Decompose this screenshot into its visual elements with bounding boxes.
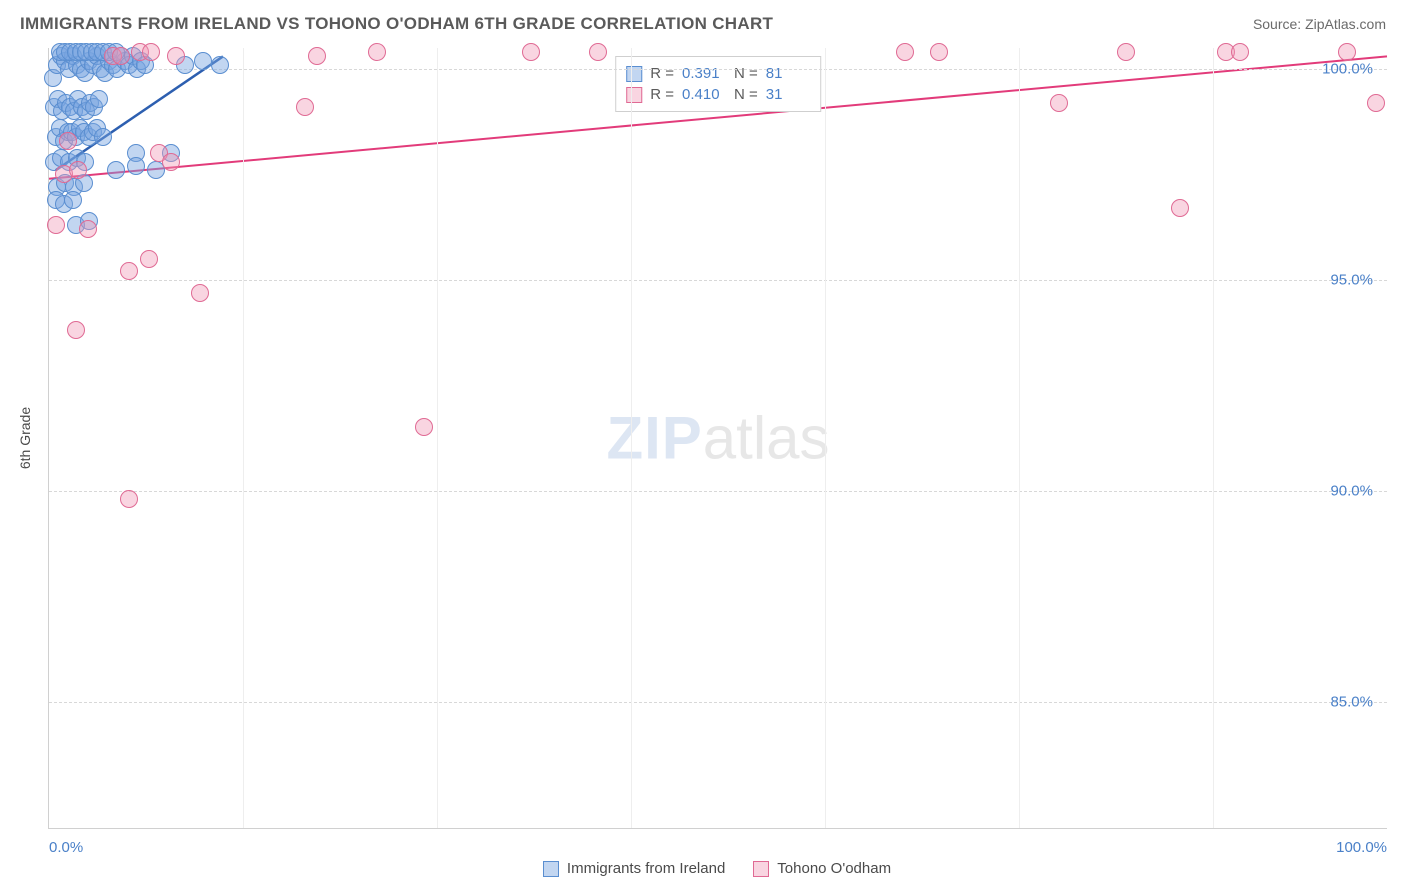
scatter-point-tohono — [296, 98, 314, 116]
legend-swatch — [543, 861, 559, 877]
scatter-point-tohono — [47, 216, 65, 234]
scatter-point-tohono — [162, 153, 180, 171]
scatter-point-ireland — [127, 157, 145, 175]
scatter-point-tohono — [930, 43, 948, 61]
stats-row: R = 0.391 N = 81 — [626, 63, 810, 84]
scatter-point-tohono — [1050, 94, 1068, 112]
stats-r-label: R = — [650, 86, 674, 103]
scatter-point-tohono — [1367, 94, 1385, 112]
scatter-point-tohono — [79, 220, 97, 238]
stats-r-label: R = — [650, 65, 674, 82]
legend-label: Immigrants from Ireland — [567, 860, 725, 877]
vgrid-line — [1019, 48, 1020, 828]
legend-label: Tohono O'odham — [777, 860, 891, 877]
scatter-point-tohono — [522, 43, 540, 61]
vgrid-line — [437, 48, 438, 828]
y-tick-label: 95.0% — [1330, 271, 1373, 288]
scatter-point-tohono — [167, 47, 185, 65]
scatter-point-ireland — [194, 52, 212, 70]
stats-box: R = 0.391 N = 81 R = 0.410 N = 31 — [615, 56, 821, 112]
source-name: ZipAtlas.com — [1305, 16, 1386, 32]
scatter-point-tohono — [69, 161, 87, 179]
scatter-point-ireland — [64, 191, 82, 209]
scatter-point-tohono — [415, 418, 433, 436]
scatter-point-tohono — [1171, 199, 1189, 217]
stats-n-value: 81 — [766, 65, 810, 82]
legend-item: Tohono O'odham — [753, 860, 891, 877]
stats-swatch — [626, 66, 642, 82]
y-tick-label: 90.0% — [1330, 482, 1373, 499]
chart-header: IMMIGRANTS FROM IRELAND VS TOHONO O'ODHA… — [0, 0, 1406, 48]
x-tick-label: 0.0% — [49, 839, 83, 856]
legend: Immigrants from Ireland Tohono O'odham — [48, 860, 1386, 877]
scatter-point-tohono — [140, 250, 158, 268]
scatter-point-tohono — [112, 47, 130, 65]
scatter-point-tohono — [120, 262, 138, 280]
vgrid-line — [243, 48, 244, 828]
trend-lines — [49, 48, 1387, 828]
scatter-point-tohono — [308, 47, 326, 65]
scatter-point-tohono — [589, 43, 607, 61]
scatter-point-tohono — [1231, 43, 1249, 61]
vgrid-line — [825, 48, 826, 828]
scatter-point-tohono — [191, 284, 209, 302]
scatter-point-tohono — [142, 43, 160, 61]
x-tick-label: 100.0% — [1336, 839, 1387, 856]
stats-swatch — [626, 87, 642, 103]
chart-title: IMMIGRANTS FROM IRELAND VS TOHONO O'ODHA… — [20, 14, 773, 34]
scatter-point-ireland — [107, 161, 125, 179]
y-tick-label: 85.0% — [1330, 693, 1373, 710]
scatter-point-ireland — [94, 128, 112, 146]
scatter-point-tohono — [67, 321, 85, 339]
scatter-point-tohono — [120, 490, 138, 508]
scatter-point-tohono — [59, 132, 77, 150]
vgrid-line — [1213, 48, 1214, 828]
stats-r-value: 0.391 — [682, 65, 726, 82]
scatter-point-tohono — [368, 43, 386, 61]
stats-n-label: N = — [734, 86, 758, 103]
y-tick-label: 100.0% — [1322, 61, 1373, 78]
scatter-point-tohono — [896, 43, 914, 61]
scatter-point-ireland — [211, 56, 229, 74]
y-axis-label: 6th Grade — [17, 407, 33, 469]
scatter-point-ireland — [90, 90, 108, 108]
scatter-point-tohono — [1338, 43, 1356, 61]
legend-swatch — [753, 861, 769, 877]
plot-area: ZIPatlas R =0.391N =81R =0.410N =31 85.0… — [48, 48, 1387, 829]
hgrid-line — [49, 280, 1387, 281]
stats-row: R = 0.410 N = 31 — [626, 84, 810, 105]
vgrid-line — [631, 48, 632, 828]
legend-item: Immigrants from Ireland — [543, 860, 725, 877]
hgrid-line — [49, 69, 1387, 70]
hgrid-line — [49, 491, 1387, 492]
y-axis-label-container: 6th Grade — [10, 48, 40, 828]
stats-n-label: N = — [734, 65, 758, 82]
stats-r-value: 0.410 — [682, 86, 726, 103]
chart-source: Source: ZipAtlas.com — [1253, 16, 1386, 32]
scatter-point-tohono — [1117, 43, 1135, 61]
source-prefix: Source: — [1253, 16, 1305, 32]
hgrid-line — [49, 702, 1387, 703]
stats-n-value: 31 — [766, 86, 810, 103]
